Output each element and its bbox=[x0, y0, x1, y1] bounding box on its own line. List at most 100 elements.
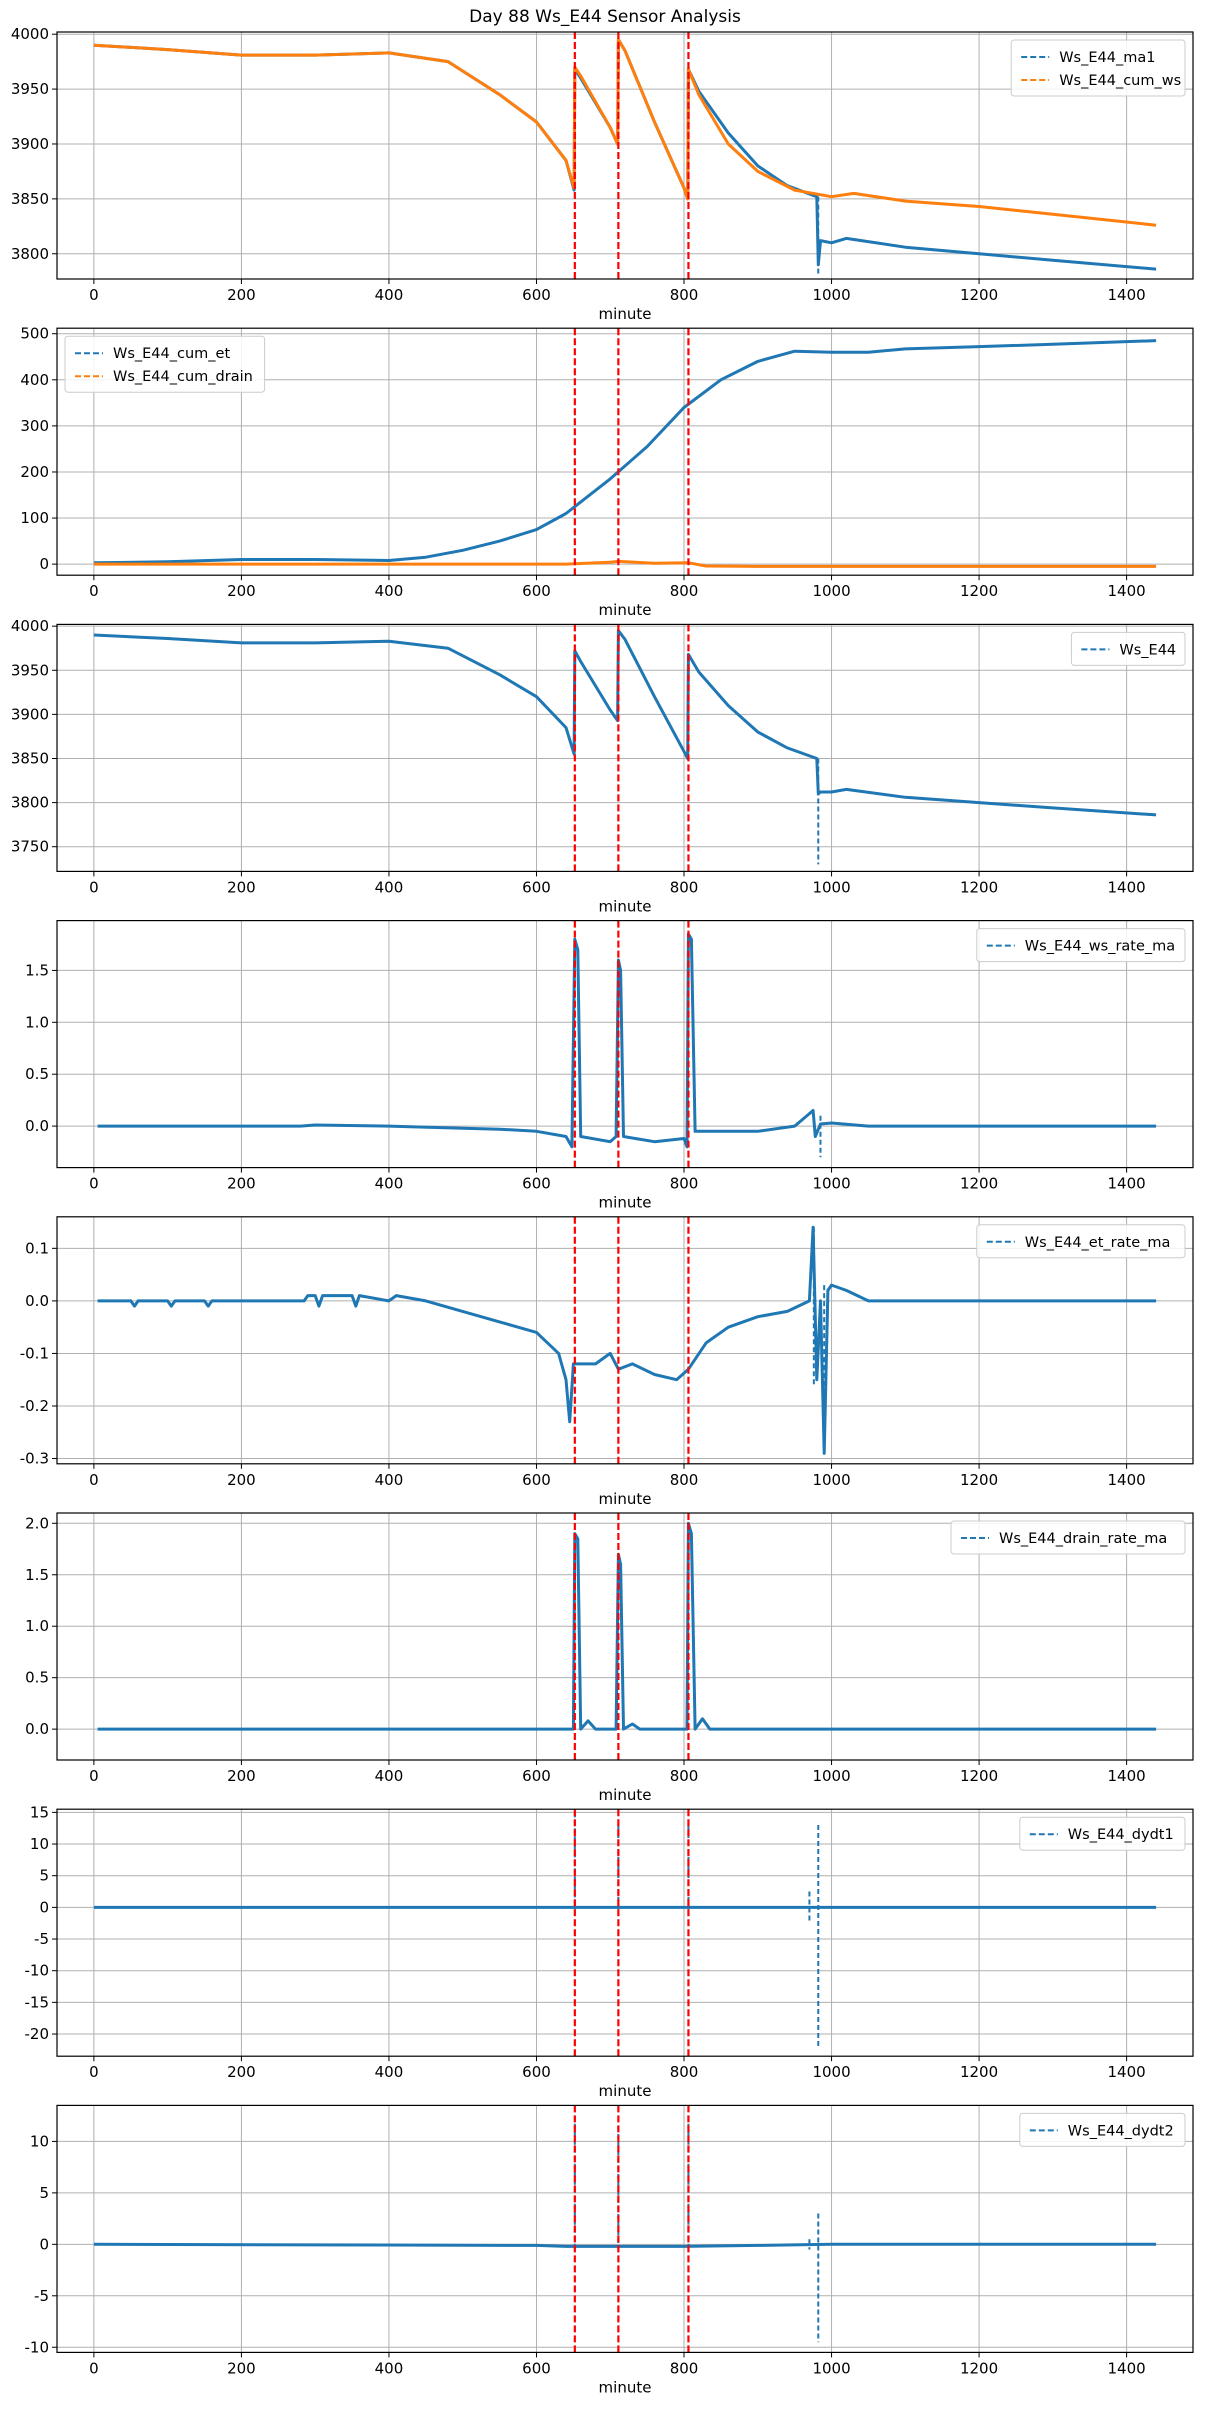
x-axis-label: minute bbox=[599, 1194, 652, 1212]
legend-label: Ws_E44_cum_et bbox=[113, 346, 230, 362]
y-tick-label: 0 bbox=[39, 1898, 49, 1916]
subplot-5: 0 200 400 600 800 1000 1200 1400 -0.3 -0.2 -0.1 0.0… bbox=[20, 1216, 1194, 1508]
x-tick-label: 400 bbox=[375, 2063, 404, 2081]
x-tick-label: 400 bbox=[375, 2359, 404, 2377]
x-tick-label: 1000 bbox=[812, 2063, 850, 2081]
x-axis-label: minute bbox=[599, 2378, 652, 2396]
legend: Ws_E44_ws_rate_ma bbox=[976, 928, 1186, 963]
y-tick-label: 15 bbox=[30, 1803, 49, 1821]
x-tick-label: 1000 bbox=[812, 286, 850, 304]
x-tick-label: 800 bbox=[670, 1471, 699, 1489]
series-line-Ws_E44_cum_drain bbox=[93, 559, 1157, 568]
x-tick-label: 1200 bbox=[960, 286, 998, 304]
y-tick-label: 4000 bbox=[11, 617, 49, 635]
legend-box bbox=[976, 1224, 1186, 1259]
y-tick-label: 2.0 bbox=[25, 1514, 49, 1532]
series-line-Ws_E44_dydt2 bbox=[93, 2242, 1157, 2248]
x-tick-label: 600 bbox=[522, 2063, 551, 2081]
x-tick-label: 1000 bbox=[812, 1767, 850, 1785]
axes-frame bbox=[56, 623, 1194, 873]
plot-area bbox=[93, 624, 1157, 872]
x-tick-label: 600 bbox=[522, 1471, 551, 1489]
y-tick-label: 300 bbox=[20, 417, 49, 435]
x-tick-label: 600 bbox=[522, 1767, 551, 1785]
y-tick-label: 3750 bbox=[11, 838, 49, 856]
axes-frame bbox=[56, 31, 1194, 280]
axes-frame bbox=[56, 2104, 1194, 2353]
legend-label: Ws_E44_ws_rate_ma bbox=[1025, 939, 1175, 955]
x-tick-label: 200 bbox=[227, 2063, 256, 2081]
x-tick-label: 600 bbox=[522, 582, 551, 600]
subplot-2: 0 200 400 600 800 1000 1200 1400 0 100 200 300 400 50… bbox=[20, 325, 1194, 619]
y-tick-label: -10 bbox=[25, 1962, 50, 1980]
y-tick-label: 0.1 bbox=[25, 1239, 49, 1257]
legend-box bbox=[64, 335, 266, 393]
x-tick-label: 400 bbox=[375, 1471, 404, 1489]
y-tick-label: -5 bbox=[34, 2287, 49, 2305]
x-tick-label: 200 bbox=[227, 2359, 256, 2377]
legend-label: Ws_E44_cum_drain bbox=[113, 369, 253, 385]
y-tick-label: 1.5 bbox=[25, 961, 49, 979]
legend-label: Ws_E44_cum_ws bbox=[1059, 73, 1181, 89]
x-tick-label: 1200 bbox=[960, 1471, 998, 1489]
plot-area bbox=[93, 2105, 1157, 2353]
legend-box bbox=[1019, 2112, 1186, 2147]
subplot-7: 0 200 400 600 800 1000 1200 1400 -20 -15 -10 -5 0 5 10… bbox=[25, 1803, 1194, 2100]
x-tick-label: 200 bbox=[227, 1767, 256, 1785]
x-axis-label: minute bbox=[599, 305, 652, 323]
y-tick-label: 5 bbox=[39, 2184, 49, 2202]
x-tick-label: 1000 bbox=[812, 582, 850, 600]
x-tick-label: 800 bbox=[670, 2063, 699, 2081]
x-tick-label: 400 bbox=[375, 1175, 404, 1193]
x-tick-label: 600 bbox=[522, 878, 551, 896]
legend: Ws_E44_drain_rate_ma bbox=[950, 1520, 1186, 1555]
x-tick-label: 0 bbox=[89, 1767, 99, 1785]
x-tick-label: 800 bbox=[670, 1175, 699, 1193]
x-tick-label: 0 bbox=[89, 2063, 99, 2081]
x-tick-label: 800 bbox=[670, 286, 699, 304]
subplot-3: 0 200 400 600 800 1000 1200 1400 3750 3800 3850 390… bbox=[11, 617, 1194, 915]
plot-area bbox=[97, 920, 1157, 1168]
x-tick-label: 800 bbox=[670, 2359, 699, 2377]
x-tick-label: 1400 bbox=[1108, 878, 1146, 896]
axes-frame bbox=[56, 1512, 1194, 1761]
x-tick-label: 1400 bbox=[1108, 2359, 1146, 2377]
subplot-4: 0 200 400 600 800 1000 1200 1400 0.0 0.5 1.0 1.5 min… bbox=[25, 919, 1194, 1212]
x-tick-label: 400 bbox=[375, 878, 404, 896]
y-tick-label: -20 bbox=[25, 2025, 50, 2043]
x-tick-label: 1200 bbox=[960, 2063, 998, 2081]
grid bbox=[57, 1216, 1193, 1464]
y-tick-label: 400 bbox=[20, 371, 49, 389]
legend-label: Ws_E44_dydt2 bbox=[1068, 2123, 1174, 2139]
legend-box bbox=[1070, 631, 1186, 666]
legend: Ws_E44 bbox=[1070, 631, 1186, 666]
x-tick-label: 400 bbox=[375, 1767, 404, 1785]
y-tick-label: 4000 bbox=[11, 25, 49, 43]
subplot-8: 0 200 400 600 800 1000 1200 1400 -10 -5 0 5 10 minute… bbox=[25, 2104, 1194, 2396]
y-tick-label: 3800 bbox=[11, 245, 49, 263]
series-line-Ws_E44_cum_et bbox=[93, 339, 1157, 565]
y-tick-label: 0.5 bbox=[25, 1669, 49, 1687]
x-tick-label: 800 bbox=[670, 582, 699, 600]
x-tick-label: 1400 bbox=[1108, 1471, 1146, 1489]
y-tick-label: 0.0 bbox=[25, 1292, 49, 1310]
x-axis-label: minute bbox=[599, 601, 652, 619]
grid bbox=[57, 920, 1193, 1168]
legend-box bbox=[976, 928, 1186, 963]
y-tick-label: 10 bbox=[30, 1835, 49, 1853]
series-line-Ws_E44_ws_rate_ma bbox=[97, 932, 1157, 1149]
plot-area bbox=[93, 32, 1157, 279]
x-tick-label: 1200 bbox=[960, 2359, 998, 2377]
y-tick-label: -0.1 bbox=[20, 1344, 49, 1362]
x-tick-label: 0 bbox=[89, 1175, 99, 1193]
y-tick-label: 3950 bbox=[11, 661, 49, 679]
x-axis-label: minute bbox=[599, 1786, 652, 1804]
x-tick-label: 0 bbox=[89, 2359, 99, 2377]
plot-area bbox=[97, 1513, 1157, 1760]
axes-frame bbox=[56, 327, 1194, 576]
x-tick-label: 400 bbox=[375, 286, 404, 304]
x-tick-label: 0 bbox=[89, 878, 99, 896]
legend-box bbox=[1019, 1816, 1186, 1851]
y-tick-label: 200 bbox=[20, 463, 49, 481]
